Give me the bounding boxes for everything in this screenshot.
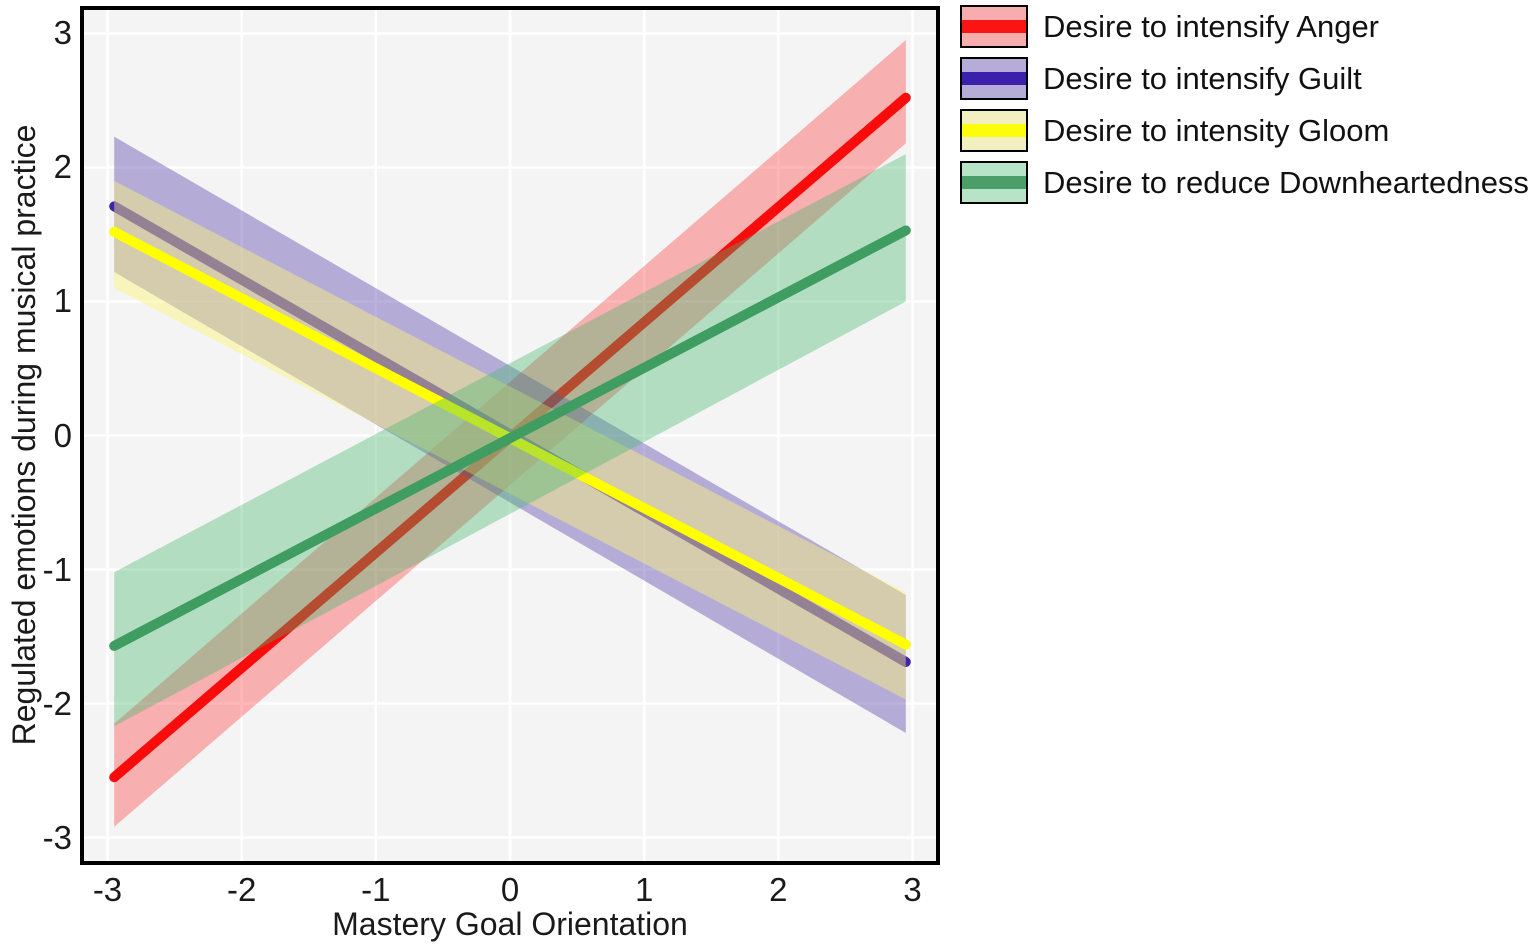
legend-swatch-guilt [960, 57, 1028, 100]
legend-stripe-anger [962, 20, 1026, 33]
y-tick-label: -1 [42, 550, 72, 588]
x-tick-label: 3 [903, 871, 922, 908]
y-tick-label: 1 [53, 282, 72, 320]
legend-stripe-downheartedness [962, 176, 1026, 189]
legend-label-anger: Desire to intensify Anger [1043, 9, 1380, 44]
legend-swatch-gloom [960, 109, 1028, 152]
legend-swatch-downheartedness [960, 161, 1028, 204]
y-tick-label: -2 [42, 684, 72, 722]
legend-label-downheartedness: Desire to reduce Downheartedness [1043, 165, 1529, 200]
legend-item-anger: Desire to intensify Anger [960, 5, 1529, 48]
x-tick-label: 2 [769, 871, 788, 908]
legend-stripe-guilt [962, 72, 1026, 85]
x-tick-label: -3 [92, 871, 123, 908]
legend-item-guilt: Desire to intensify Guilt [960, 57, 1529, 100]
y-tick-label: 0 [53, 416, 72, 454]
legend-swatch-anger [960, 5, 1028, 48]
y-tick-label: 2 [53, 148, 72, 186]
y-tick-label: 3 [53, 14, 72, 52]
legend-item-downheartedness: Desire to reduce Downheartedness [960, 161, 1529, 204]
y-axis-label: Regulated emotions during musical practi… [6, 124, 42, 746]
x-tick-label: 1 [634, 871, 654, 908]
x-axis-label: Mastery Goal Orientation [332, 906, 688, 942]
legend: Desire to intensify Anger Desire to inte… [960, 5, 1529, 204]
y-tick-label: -3 [42, 818, 72, 856]
legend-stripe-gloom [962, 124, 1026, 137]
legend-label-guilt: Desire to intensify Guilt [1043, 61, 1362, 96]
x-tick-label: -1 [361, 871, 391, 908]
legend-item-gloom: Desire to intensity Gloom [960, 109, 1529, 152]
legend-label-gloom: Desire to intensity Gloom [1043, 113, 1390, 148]
x-tick-label: -2 [226, 871, 257, 908]
x-tick-label: 0 [500, 871, 520, 908]
